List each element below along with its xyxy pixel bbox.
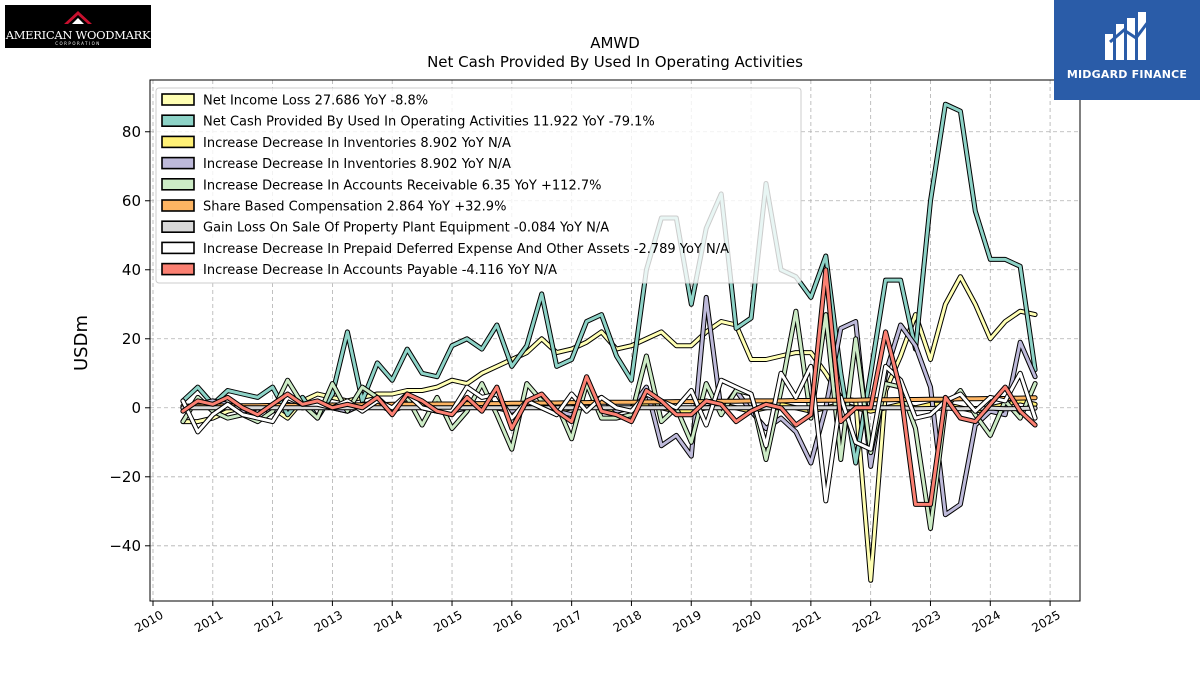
legend-label: Increase Decrease In Inventories 8.902 Y… [203,136,511,151]
chart-title: AMWD [590,34,640,52]
legend-label: Share Based Compensation 2.864 YoY +32.9… [203,200,506,215]
legend-swatch [161,220,195,233]
legend-box [155,87,802,284]
house-roof-icon [64,11,92,24]
legend-label: Increase Decrease In Inventories 8.902 Y… [203,157,511,172]
legend-label: Gain Loss On Sale Of Property Plant Equi… [203,221,609,236]
series-line [181,268,1037,506]
brand-mark-icon [1105,12,1150,60]
legend-swatch [161,93,195,106]
company-logo-subtext: CORPORATION [55,41,101,46]
plot-frame [149,79,1081,602]
y-tick-label: 0 [131,399,141,417]
brand-logo: MIDGARD FINANCE [1054,0,1200,100]
y-tick-label: 80 [122,123,141,141]
legend-swatch [161,178,195,191]
legend-label: Net Cash Provided By Used In Operating A… [203,115,655,130]
company-logo: AMERICAN WOODMARK CORPORATION [5,5,151,48]
brand-name: MIDGARD FINANCE [1066,68,1188,81]
series-line-group [180,405,1038,412]
series-line [181,406,1037,411]
legend-label: Increase Decrease In Prepaid Deferred Ex… [203,242,729,257]
y-tick-label: 60 [122,192,141,210]
y-tick-label: −40 [109,537,141,555]
series-line [181,309,1037,530]
legend-swatch [161,114,195,127]
chart-subtitle: Net Cash Provided By Used In Operating A… [427,53,803,71]
legend-swatch [161,156,195,170]
series-line-group [180,308,1038,531]
legend-swatch [161,199,195,212]
legend-swatch [161,262,195,276]
series-line-group [180,267,1038,507]
legend-swatch [161,241,195,255]
y-tick-label: −20 [109,468,141,486]
legend-label: Net Income Loss 27.686 YoY -8.8% [203,94,428,109]
y-tick-label: 20 [122,330,141,348]
legend-label: Increase Decrease In Accounts Receivable… [203,178,601,193]
plot-area [180,101,1038,583]
y-axis-label: USDm [71,315,92,371]
legend-label: Increase Decrease In Accounts Payable -4… [203,263,557,278]
company-logo-text: AMERICAN WOODMARK [5,28,151,42]
legend: Net Income Loss 27.686 YoY -8.8% Net Cash… [155,87,802,284]
y-tick-label: 40 [122,261,141,279]
legend-swatch [161,135,195,149]
